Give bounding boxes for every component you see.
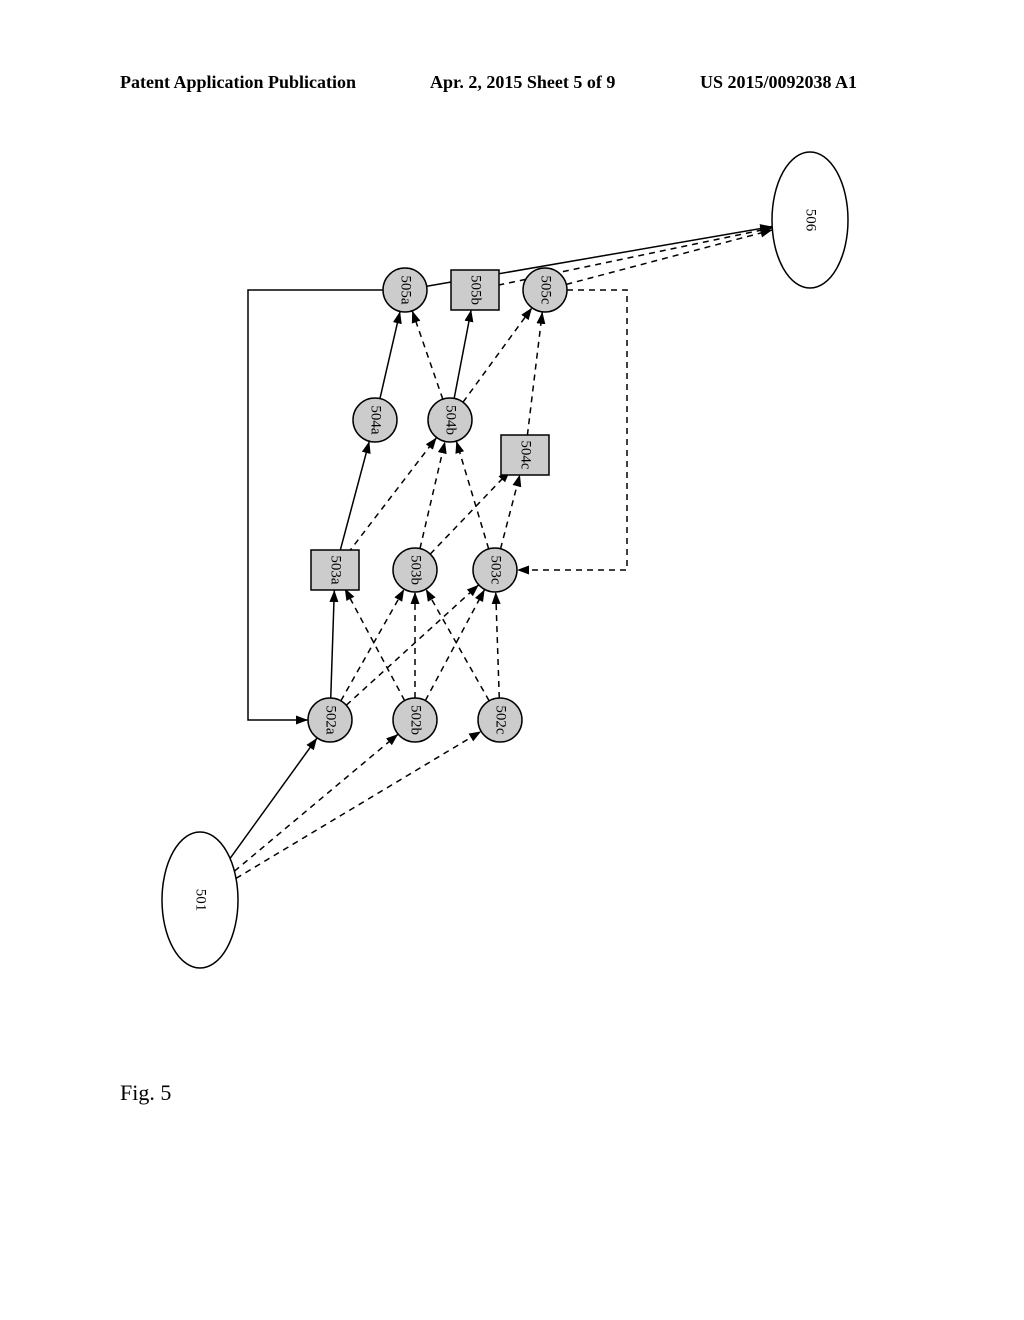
figure-diagram: 501 506 502a 502b 502c 503a 503b 503c 504a 504b 50…: [0, 0, 1024, 1320]
svg-text:505b: 505b: [468, 275, 484, 305]
svg-text:503c: 503c: [488, 555, 504, 585]
svg-text:502a: 502a: [323, 705, 339, 735]
svg-text:502c: 502c: [493, 705, 509, 735]
svg-text:502b: 502b: [408, 705, 424, 735]
svg-text:504b: 504b: [443, 405, 459, 435]
svg-text:505c: 505c: [538, 275, 554, 305]
svg-text:504c: 504c: [518, 440, 534, 470]
figure-caption: Fig. 5: [120, 1080, 171, 1106]
svg-text:505a: 505a: [398, 275, 414, 305]
svg-text:504a: 504a: [368, 405, 384, 435]
svg-text:503a: 503a: [328, 555, 344, 585]
svg-text:506: 506: [803, 209, 819, 232]
svg-text:503b: 503b: [408, 555, 424, 585]
svg-text:501: 501: [193, 889, 209, 912]
page: Patent Application Publication Apr. 2, 2…: [0, 0, 1024, 1320]
